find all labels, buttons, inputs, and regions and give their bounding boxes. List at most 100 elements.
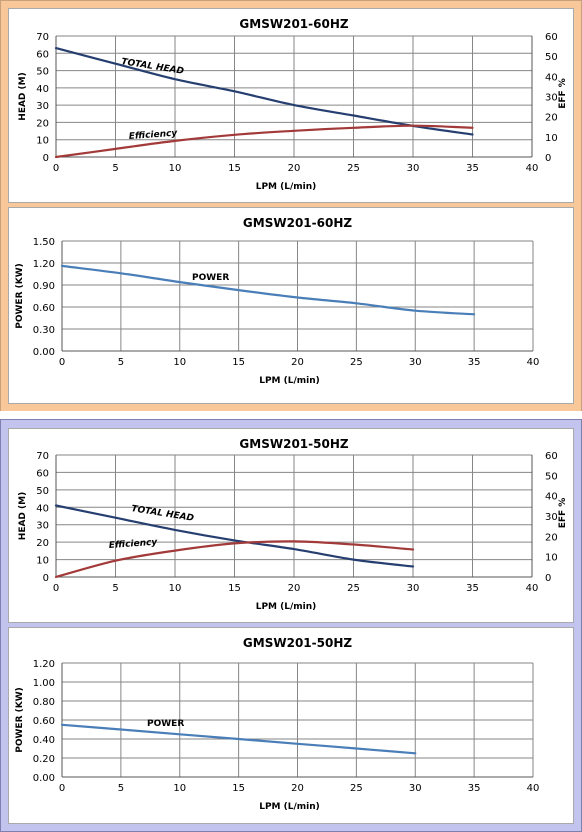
y-axis-label: HEAD (M) [18,72,28,120]
y-tick-label: 0.00 [33,773,55,784]
y-tick-label: 0.00 [33,347,55,358]
y-tick-label: 0.60 [33,303,55,314]
series-label: POWER [147,719,184,729]
x-tick-label: 15 [232,357,245,368]
chart-title: GMSW201-50HZ [243,636,352,650]
series-label: POWER [192,273,229,283]
y2-tick-label: 50 [545,471,558,482]
x-tick-label: 5 [112,583,118,594]
y-tick-label: 60 [36,49,49,60]
y-axis-label: POWER (KW) [15,263,25,329]
y-axis-label: POWER (KW) [15,687,25,753]
y-tick-label: 0.90 [33,281,55,292]
chart-panel-50hz-power: GMSW201-50HZ 0 5 10 15 20 25 30 35 40 0.00 0.20 0.40… [8,627,574,824]
x-tick-label: 20 [288,163,301,174]
x-tick-label: 5 [118,783,124,794]
y-tick-label: 20 [36,538,49,549]
chart-svg-50hz-power: GMSW201-50HZ 0 5 10 15 20 25 30 35 40 0.00 0.20 0.40… [15,636,540,812]
y2-tick-label: 10 [545,553,558,564]
x-tick-label: 15 [232,783,245,794]
x-tick-label: 15 [228,163,241,174]
y2-tick-label: 60 [545,32,558,43]
y2-axis-label: EFF % [558,498,568,529]
x-tick-label: 0 [59,783,65,794]
y2-tick-label: 20 [545,532,558,543]
chart-panel-50hz-head: GMSW201-50HZ 0 5 10 15 20 25 30 35 40 0 10 20 30 40 50 6… [8,428,574,623]
x-tick-label: 20 [288,583,301,594]
y-tick-label: 70 [36,451,49,462]
y-tick-label: 1.20 [33,659,55,670]
y-tick-label: 1.50 [33,237,55,248]
x-tick-label: 10 [173,357,186,368]
x-tick-label: 35 [468,783,481,794]
y-tick-label: 1.20 [33,259,55,270]
y-tick-label: 0.60 [33,716,55,727]
x-tick-label: 0 [59,357,65,368]
series-label: Efficiency [129,129,179,142]
chart-title: GMSW201-60HZ [243,216,352,230]
group-separator [0,411,582,419]
chart-svg-50hz-head: GMSW201-50HZ 0 5 10 15 20 25 30 35 40 0 10 20 30 40 50 6… [18,437,568,612]
y2-tick-label: 20 [545,113,558,124]
y-tick-label: 50 [36,486,49,497]
y2-axis-label: EFF % [558,78,568,109]
series-line-efficiency [54,124,474,159]
x-tick-label: 40 [526,163,539,174]
series-line-total-head [54,47,474,136]
y-tick-label: 0 [43,573,49,584]
x-axis-label: LPM (L/min) [259,802,320,812]
x-tick-label: 30 [409,783,422,794]
y-tick-label: 0.20 [33,754,55,765]
x-tick-label: 25 [350,783,363,794]
y-tick-label: 60 [36,468,49,479]
x-tick-label: 35 [468,357,481,368]
x-tick-label: 30 [407,163,420,174]
x-tick-label: 0 [53,583,59,594]
y-tick-label: 40 [36,503,49,514]
y-tick-label: 20 [36,118,49,129]
y2-tick-label: 30 [545,512,558,523]
x-axis-label: LPM (L/min) [256,182,317,192]
series-line-total-head [54,504,415,568]
x-tick-label: 40 [527,783,540,794]
x-tick-label: 25 [347,583,360,594]
y-tick-label: 10 [36,136,49,147]
y2-tick-label: 30 [545,93,558,104]
y2-tick-label: 40 [545,492,558,503]
y-tick-label: 10 [36,556,49,567]
x-tick-label: 40 [526,583,539,594]
y-tick-label: 0.80 [33,697,55,708]
chart-panel-60hz-power: GMSW201-60HZ 0 5 10 15 20 25 30 35 40 0.00 0.30 0.60… [8,207,574,404]
y-tick-label: 30 [36,521,49,532]
y2-tick-label: 50 [545,52,558,63]
y-tick-label: 40 [36,84,49,95]
x-tick-label: 35 [466,583,479,594]
series-line-efficiency [54,540,415,579]
y-tick-label: 50 [36,67,49,78]
y2-tick-label: 0 [545,153,551,164]
series-line-power [60,264,476,316]
y-tick-label: 70 [36,32,49,43]
x-tick-label: 40 [527,357,540,368]
x-tick-label: 15 [228,583,241,594]
y-tick-label: 0.30 [33,325,55,336]
x-tick-label: 5 [118,357,124,368]
x-tick-label: 25 [350,357,363,368]
x-axis-label: LPM (L/min) [259,376,320,386]
series-line-power [60,723,417,755]
x-tick-label: 10 [173,783,186,794]
y2-tick-label: 60 [545,451,558,462]
y-tick-label: 0 [43,153,49,164]
chart-svg-60hz-head: GMSW201-60HZ 0 5 10 15 20 25 30 35 40 0 10 20 30 40 50 6… [18,17,568,192]
chart-title: GMSW201-50HZ [239,437,348,451]
x-tick-label: 35 [466,163,479,174]
y-tick-label: 0.40 [33,735,55,746]
x-tick-label: 0 [53,163,59,174]
x-tick-label: 20 [291,783,304,794]
y-tick-label: 1.00 [33,678,55,689]
y-axis-label: HEAD (M) [18,492,28,540]
x-tick-label: 10 [169,163,182,174]
x-tick-label: 30 [409,357,422,368]
chart-svg-60hz-power: GMSW201-60HZ 0 5 10 15 20 25 30 35 40 0.00 0.30 0.60… [15,216,540,386]
x-tick-label: 20 [291,357,304,368]
